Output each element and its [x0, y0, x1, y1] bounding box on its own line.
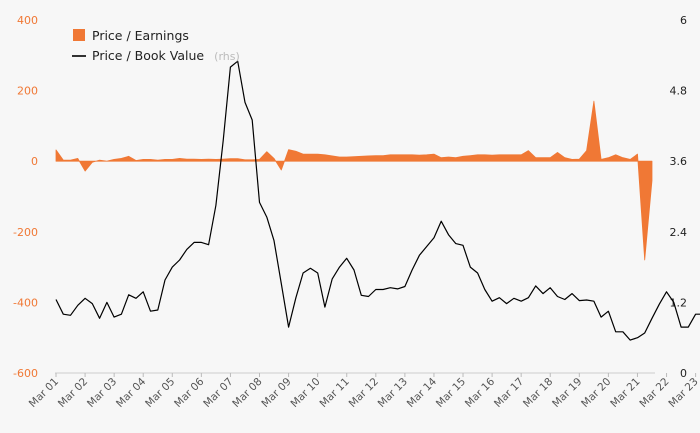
legend-pe-swatch	[73, 29, 85, 41]
y-left-tick-label: 0	[31, 155, 38, 168]
y-right-tick-label: 2.4	[670, 226, 688, 239]
y-right-tick-label: 0	[680, 367, 687, 380]
y-left-tick-label: -600	[13, 367, 38, 380]
legend: Price / Earnings Price / Book Value (rhs…	[72, 28, 240, 64]
y-left-tick-label: -400	[13, 296, 38, 309]
y-right-tick-label: 1.2	[670, 296, 688, 309]
y-right-tick-label: 4.8	[670, 85, 688, 98]
pb-series-line	[55, 60, 700, 341]
y-left-tick-label: 400	[17, 14, 38, 27]
legend-pb-group: Price / Book Value (rhs)	[92, 45, 240, 64]
pe-series-area	[55, 100, 653, 261]
left-axis: 400 200 0 -200 -400 -600	[13, 14, 38, 380]
series-layer	[55, 60, 700, 341]
y-right-tick-label: 3.6	[670, 155, 688, 168]
y-left-tick-label: -200	[13, 226, 38, 239]
legend-pb-note: (rhs)	[214, 50, 240, 63]
right-axis: 6 4.8 3.6 2.4 1.2 0	[670, 14, 688, 380]
legend-pb-label: Price / Book Value	[92, 48, 204, 63]
y-right-tick-label: 6	[680, 14, 687, 27]
legend-pe-label: Price / Earnings	[92, 28, 189, 43]
y-left-tick-label: 200	[17, 85, 38, 98]
